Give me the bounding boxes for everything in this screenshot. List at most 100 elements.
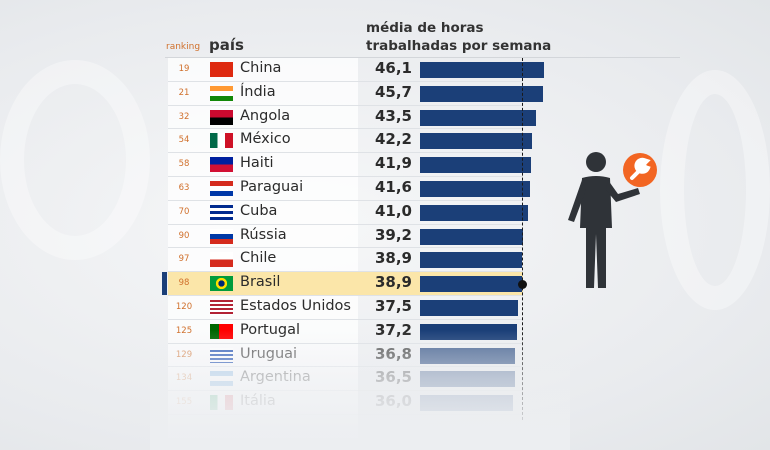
country-label: Itália [240,393,276,410]
bar [420,323,517,340]
country-label: Uruguai [240,345,298,362]
country-label: Haiti [240,155,274,172]
rank-label: 63 [178,183,190,193]
value-label: 37,5 [374,297,412,315]
rank-label: 98 [178,278,190,289]
value-label: 43,5 [374,106,412,125]
background-decoration [660,70,770,310]
table-row: 97 Chile 38,9 [168,248,523,273]
haiti-flag-icon [210,157,233,173]
bar [420,157,532,174]
ranking-header: ranking [166,42,201,52]
rank-label: 90 [178,230,190,241]
table-row: 120 Estados Unidos 37,5 [168,296,523,320]
bar [420,133,532,150]
rank-label: 97 [178,254,190,265]
country-label: Estados Unidos [240,298,351,314]
uruguay-flag-icon [210,347,233,363]
bar [420,276,522,293]
bar [420,371,515,388]
angola-flag-icon [210,109,233,125]
value-label: 41,0 [374,201,412,220]
rank-label: 19 [178,64,190,74]
country-label: México [240,131,291,148]
bar [420,62,544,78]
rank-label: 32 [178,111,190,122]
value-label: 36,0 [374,392,412,411]
bar [420,204,529,221]
portugal-flag-icon [210,323,233,339]
paraguay-flag-icon [210,181,233,196]
country-header: país [209,36,244,54]
value-label: 38,9 [374,249,412,268]
value-label: 39,2 [374,225,412,244]
table-row: 70 Cuba 41,0 [168,201,523,225]
chile-flag-icon [210,252,233,268]
table-row: 54 México 42,2 [168,129,523,154]
country-label: Índia [240,83,276,100]
country-label: Paraguai [240,179,304,195]
value-label: 42,2 [374,130,412,149]
brazil-flag-icon [210,276,233,292]
rank-label: 155 [175,397,193,408]
bar [420,300,518,316]
table-row: 90 Rússia 39,2 [168,225,523,249]
bar [420,347,516,364]
country-label: Rússia [240,226,287,243]
usa-flag-icon [210,300,233,315]
header-divider [165,57,680,58]
country-label: China [240,60,282,76]
argentina-flag-icon [210,371,233,387]
reference-dot [517,279,527,289]
worker-with-wrench-icon [568,152,657,288]
table-row: 63 Paraguai 41,6 [168,177,523,201]
reference-line [521,58,523,420]
rank-label: 120 [175,302,193,312]
wrench-icon [630,157,651,180]
table-row: 32 Angola 43,5 [168,106,523,130]
value-label: 41,9 [374,154,412,173]
bar [420,252,522,269]
worker-left-arm [568,180,586,222]
country-label: Argentina [240,369,311,386]
bar [420,228,523,245]
value-label: 36,5 [374,368,412,387]
country-label: Chile [240,250,277,267]
rank-label: 70 [178,206,190,217]
bar [420,395,514,412]
hours-header: média de horas trabalhadas por semana [366,20,552,54]
india-flag-icon [210,85,233,101]
table-row: 21 Índia 45,7 [168,82,523,106]
country-label: Portugal [240,321,301,338]
background-decoration [0,60,150,260]
bar [420,85,543,102]
worker-head [586,152,606,172]
value-label: 37,2 [374,320,412,339]
rank-label: 134 [175,373,193,384]
worker-right-arm [606,180,640,202]
italy-flag-icon [210,395,233,411]
value-label: 45,7 [374,82,412,101]
highlight-marker [162,272,167,295]
value-label: 46,1 [374,59,412,77]
bar [420,181,531,197]
table-row: 58 Haiti 41,9 [168,153,523,177]
value-label: 38,9 [374,273,412,292]
country-label: Brasil [240,274,281,291]
value-label: 36,8 [374,344,412,363]
rank-label: 125 [175,325,193,336]
mexico-flag-icon [210,133,233,149]
rank-label: 54 [178,135,190,146]
worker-body [580,176,612,288]
country-label: Angola [240,107,291,124]
rank-label: 21 [178,87,190,98]
table-row: 19 China 46,1 [168,58,523,82]
russia-flag-icon [210,228,233,244]
cuba-flag-icon [210,204,233,220]
rank-label: 58 [178,159,190,170]
china-flag-icon [210,62,233,77]
value-label: 41,6 [374,178,412,196]
country-label: Cuba [240,202,278,219]
bar [420,109,536,126]
rank-label: 129 [175,349,193,360]
